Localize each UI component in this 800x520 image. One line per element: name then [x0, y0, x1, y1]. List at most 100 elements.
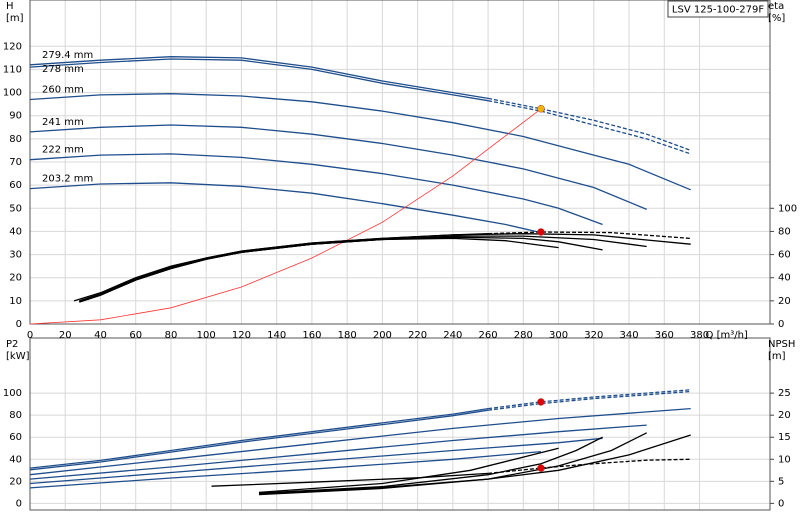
y2-tick-label: 20	[778, 410, 791, 421]
y2-axis-label: eta	[768, 1, 784, 12]
curve	[29, 58, 489, 102]
curve	[488, 389, 691, 410]
curve	[488, 231, 691, 240]
curve	[258, 436, 603, 494]
x-tick-label: 100	[197, 330, 216, 341]
y-tick-label: 20	[9, 273, 22, 284]
x-tick-label: 20	[59, 330, 72, 341]
curve	[258, 432, 647, 496]
plot-frame	[29, 337, 771, 511]
x-axis-label: Q [m³/h]	[706, 330, 748, 341]
y-tick-label: 0	[16, 498, 22, 509]
curve	[29, 182, 542, 234]
curve	[258, 434, 691, 495]
x-tick-label: 0	[27, 330, 33, 341]
operating-point	[537, 105, 545, 113]
x-tick-label: 380	[690, 330, 709, 341]
x-tick-label: 360	[655, 330, 674, 341]
x-tick-label: 220	[408, 330, 427, 341]
y2-axis-unit: [%]	[768, 13, 785, 24]
x-tick-label: 300	[549, 330, 568, 341]
y-tick-label: 60	[9, 432, 22, 443]
curve	[29, 407, 489, 469]
y-tick-label: 100	[3, 388, 22, 399]
curve	[258, 447, 559, 494]
y2-tick-label: 0	[778, 498, 784, 509]
model-label: LSV 125-100-279F	[672, 5, 764, 16]
curve	[29, 437, 603, 485]
y-tick-label: 60	[9, 180, 22, 191]
y-axis-unit: [m]	[6, 13, 24, 24]
y2-tick-label: 100	[778, 203, 797, 214]
x-tick-label: 260	[479, 330, 498, 341]
y2-tick-label: 25	[778, 388, 791, 399]
y-axis-label: H	[6, 1, 14, 12]
x-tick-label: 240	[443, 330, 462, 341]
curve	[79, 237, 559, 303]
curve	[29, 56, 489, 100]
y-tick-label: 10	[9, 296, 22, 307]
y2-tick-label: 15	[778, 432, 791, 443]
y2-tick-label: 80	[778, 226, 791, 237]
y-tick-label: 100	[3, 88, 22, 99]
curve	[79, 236, 603, 303]
curve	[29, 124, 647, 211]
curve-label: 203.2 mm	[42, 174, 93, 185]
curve	[29, 450, 542, 489]
curve	[487, 100, 691, 155]
y-tick-label: 30	[9, 250, 22, 261]
y-tick-label: 80	[9, 134, 22, 145]
curve-label: 278 mm	[42, 64, 84, 75]
x-tick-label: 200	[373, 330, 392, 341]
y-tick-label: 0	[16, 319, 22, 330]
y-tick-label: 50	[9, 203, 22, 214]
curve-label: 279.4 mm	[42, 50, 93, 61]
model-box	[667, 0, 769, 18]
curve	[29, 93, 691, 191]
plot-frame	[29, 0, 771, 325]
x-tick-label: 320	[584, 330, 603, 341]
x-tick-label: 120	[232, 330, 251, 341]
y2-tick-label: 40	[778, 273, 791, 284]
curve	[29, 153, 603, 226]
x-tick-label: 80	[165, 330, 178, 341]
y2-tick-label: 0	[778, 319, 784, 330]
operating-point	[537, 228, 545, 236]
curve	[29, 409, 489, 471]
curve	[488, 390, 691, 411]
curve	[29, 407, 691, 476]
curve	[488, 458, 691, 475]
curve-label: 241 mm	[42, 117, 84, 128]
curve	[211, 472, 489, 487]
x-tick-label: 140	[267, 330, 286, 341]
x-tick-label: 60	[129, 330, 142, 341]
y2-tick-label: 5	[778, 476, 784, 487]
x-tick-label: 160	[302, 330, 321, 341]
chart	[29, 0, 774, 325]
y2-tick-label: 60	[778, 250, 791, 261]
x-tick-label: 180	[338, 330, 357, 341]
curve	[79, 233, 691, 302]
operating-point	[537, 398, 545, 406]
y2-tick-label: 10	[778, 454, 791, 465]
y-tick-label: 80	[9, 410, 22, 421]
y-tick-label: 120	[3, 41, 22, 52]
curve-label: 260 mm	[42, 85, 84, 96]
operating-point	[537, 464, 545, 472]
x-tick-label: 40	[94, 330, 107, 341]
curve	[79, 235, 647, 303]
y-tick-label: 90	[9, 111, 22, 122]
y2-axis-label: NPSH	[768, 339, 795, 350]
curve	[29, 424, 647, 480]
y-tick-label: 20	[9, 476, 22, 487]
x-tick-label: 340	[620, 330, 639, 341]
x-tick-label: 280	[514, 330, 533, 341]
y-tick-label: 70	[9, 157, 22, 168]
chart	[29, 337, 774, 511]
y2-axis-unit: [m]	[768, 351, 786, 362]
y2-tick-label: 20	[778, 296, 791, 307]
y-tick-label: 110	[3, 64, 22, 75]
y-tick-label: 40	[9, 454, 22, 465]
curve-label: 222 mm	[42, 145, 84, 156]
